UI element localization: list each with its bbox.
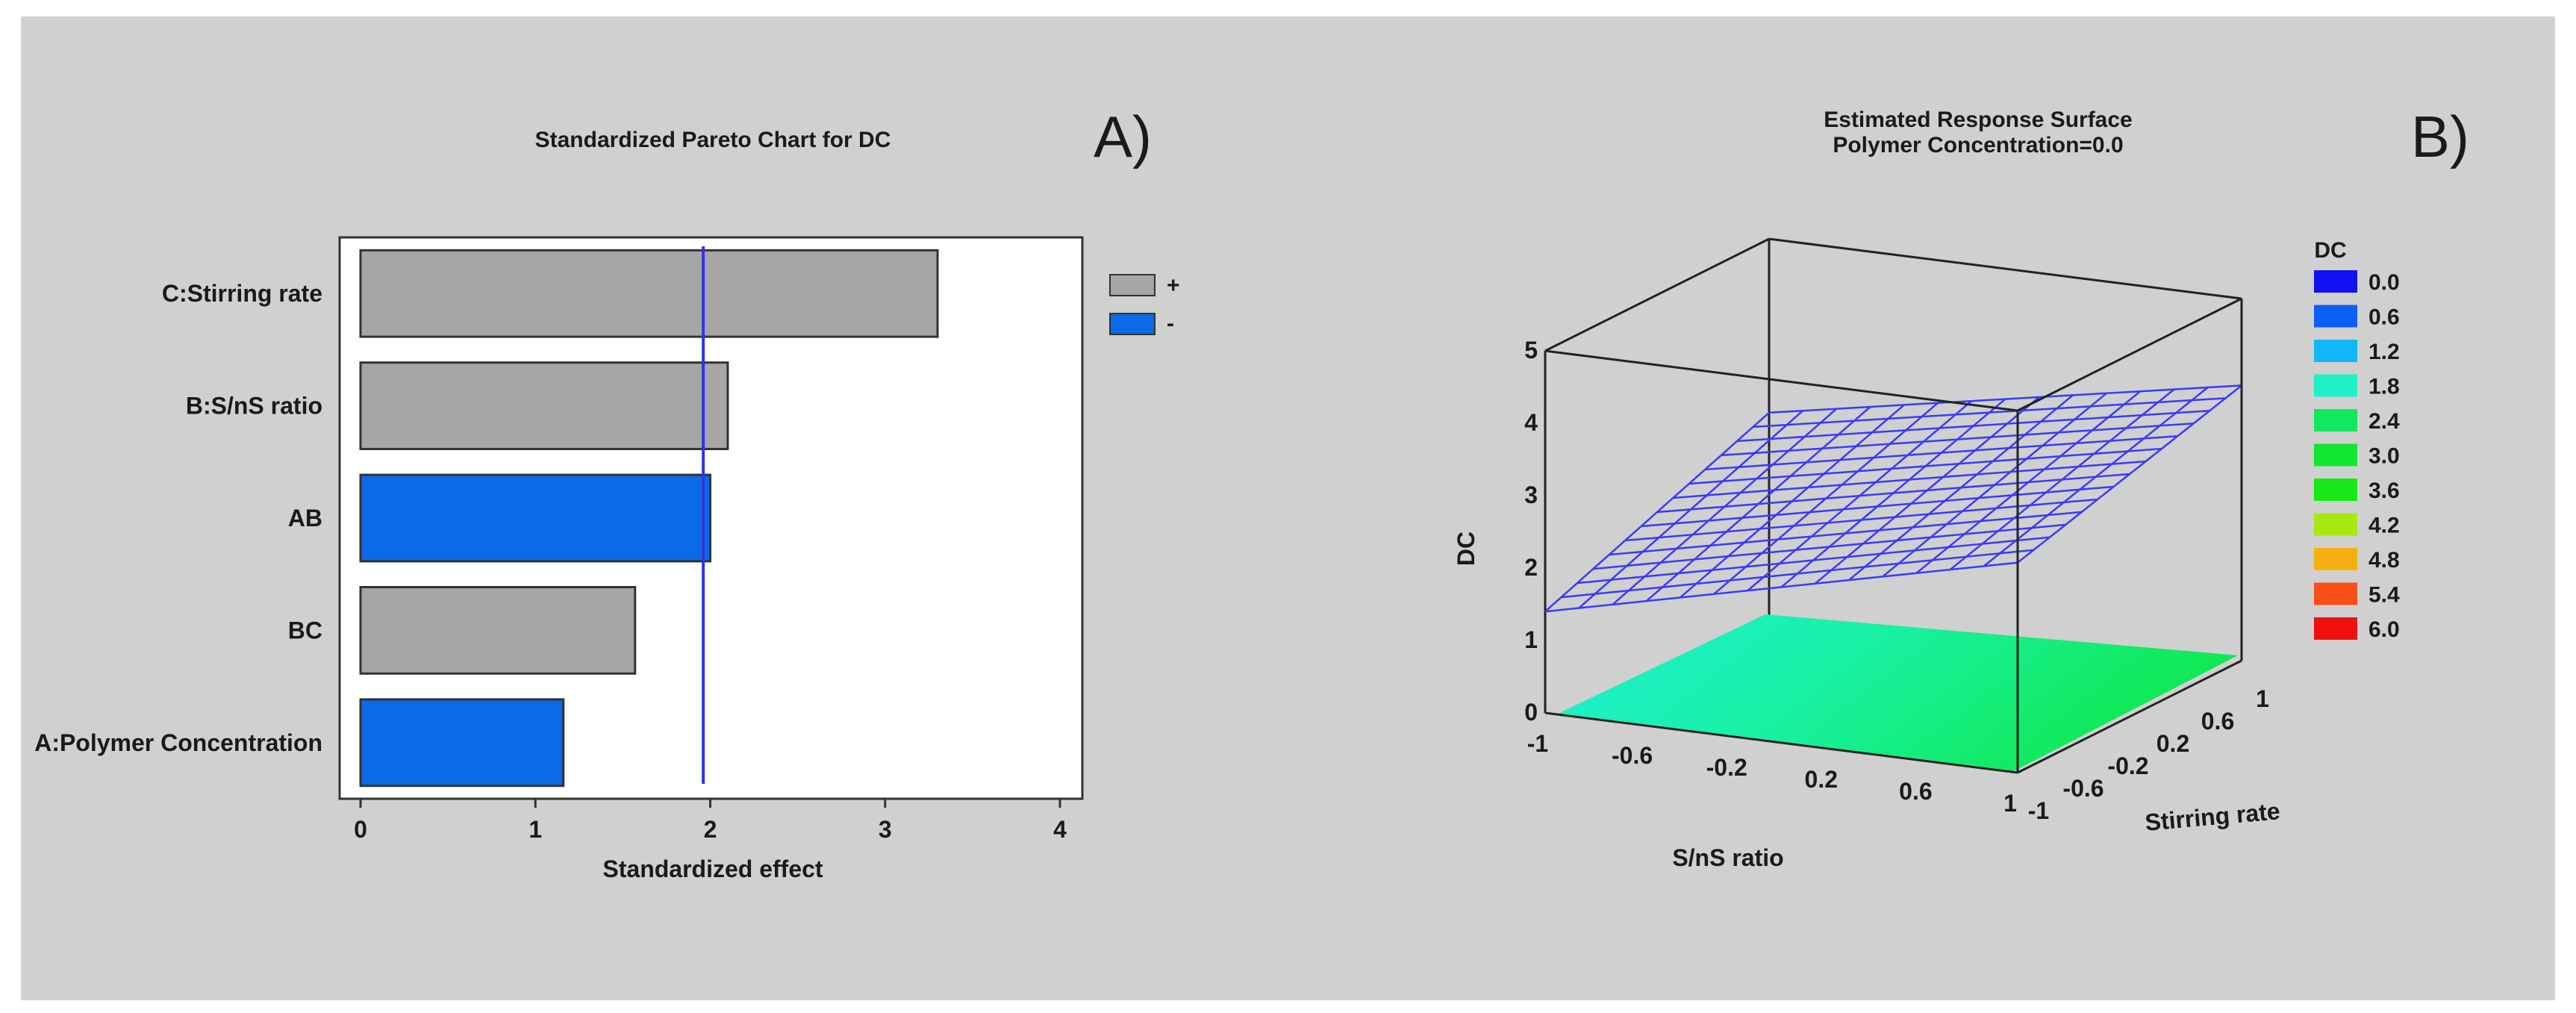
- mesh-line: [1721, 423, 2194, 457]
- pareto-category-label: AB: [288, 505, 322, 532]
- mesh-line: [1983, 387, 2209, 567]
- mesh-line: [1848, 394, 2074, 582]
- surface-x-tick-label: 1: [2003, 790, 2017, 817]
- surface-legend-swatch: [2314, 409, 2357, 431]
- mesh-line: [1656, 473, 2130, 514]
- surface-legend-label: 5.4: [2368, 583, 2400, 608]
- surface-floor-contour: [1556, 614, 2238, 771]
- pareto-xlabel: Standardized effect: [602, 855, 823, 882]
- pareto-bar: [359, 585, 637, 675]
- legend-label-negative: -: [1167, 311, 1174, 336]
- pareto-category-label: BC: [288, 617, 322, 643]
- surface-x-tick-label: 0.2: [1805, 766, 1838, 793]
- pareto-legend: + -: [1109, 273, 1180, 336]
- surface-title: Estimated Response Surface: [1824, 107, 2132, 132]
- surface-legend-label: 4.8: [2368, 548, 2400, 573]
- surface-xlabel: S/nS ratio: [1672, 844, 1783, 871]
- surface-y-tick-label: 1: [2256, 685, 2269, 712]
- surface-y-tick-label: -1: [2028, 797, 2049, 824]
- surface-legend-swatch: [2314, 617, 2357, 640]
- surface-legend-label: 3.6: [2368, 479, 2400, 503]
- surface-x-tick-label: 0.6: [1899, 778, 1932, 805]
- surface-box-front: [1544, 297, 2243, 774]
- mesh-line: [1915, 390, 2142, 574]
- mesh-line: [1814, 396, 2040, 585]
- mesh-line: [1737, 410, 2210, 443]
- pareto-tick-label: 4: [1053, 816, 1067, 843]
- surface-x-tick-label: -0.6: [1612, 742, 1653, 769]
- pareto-bar: [359, 249, 939, 338]
- legend-label-positive: +: [1167, 273, 1180, 298]
- surface-x-tick-label: -0.2: [1706, 754, 1747, 781]
- legend-swatch-positive: [1109, 274, 1156, 296]
- mesh-line: [1673, 460, 2146, 499]
- surface-legend-label: 3.0: [2368, 444, 2400, 469]
- mesh-line: [1949, 388, 2175, 571]
- pareto-tick-label: 0: [354, 816, 367, 843]
- surface-x-tick-label: -1: [1527, 730, 1548, 757]
- pareto-bar: [359, 473, 711, 563]
- surface-legend-title: DC: [2314, 238, 2346, 263]
- mesh-line: [1768, 384, 2242, 414]
- mesh-line: [1882, 392, 2107, 578]
- panel-label-a: A): [1094, 104, 1152, 169]
- surface-legend-label: 4.2: [2368, 514, 2400, 538]
- surface-y-tick-label: -0.6: [2062, 775, 2103, 802]
- pareto-tick-label: 2: [704, 816, 717, 843]
- surface-z-tick-label: 3: [1524, 481, 1538, 508]
- mesh-line: [2017, 384, 2242, 564]
- surface-legend-swatch: [2314, 513, 2357, 536]
- pareto-category-label: C:Stirring rate: [162, 280, 322, 307]
- mesh-line: [1688, 447, 2162, 485]
- surface-legend-label: 0.6: [2368, 305, 2400, 330]
- surface-legend-swatch: [2314, 548, 2357, 570]
- surface-z-tick-label: 5: [1524, 337, 1538, 364]
- surface-box-back: [1544, 237, 2242, 713]
- pareto-tick-label: 3: [879, 816, 892, 843]
- surface-legend-label: 1.2: [2368, 340, 2400, 364]
- mesh-line: [1705, 434, 2178, 471]
- surface-subtitle: Polymer Concentration=0.0: [1833, 133, 2123, 158]
- surface-legend-label: 6.0: [2368, 617, 2400, 642]
- surface-mesh: [1544, 384, 2242, 613]
- surface-legend-label: 1.8: [2368, 375, 2400, 399]
- surface-legend-swatch: [2314, 443, 2357, 467]
- pareto-category-label: A:Polymer Concentration: [34, 729, 322, 756]
- surface-ylabel: Stirring rate: [2144, 797, 2281, 836]
- surface-legend-swatch: [2314, 305, 2357, 328]
- pareto-title: Standardized Pareto Chart for DC: [535, 128, 891, 152]
- pareto-tick-label: 1: [528, 816, 542, 843]
- legend-swatch-negative: [1109, 313, 1156, 335]
- pareto-bar: [359, 698, 565, 788]
- surface-z-tick-label: 1: [1524, 626, 1538, 653]
- panel-label-b: B): [2411, 104, 2469, 169]
- surface-legend-swatch: [2314, 340, 2357, 362]
- pareto-category-label: B:S/nS ratio: [186, 393, 322, 420]
- surface-y-tick-label: 0.2: [2156, 730, 2189, 757]
- surface-z-tick-label: 0: [1524, 699, 1538, 726]
- surface-legend-swatch: [2314, 582, 2357, 605]
- surface-legend-label: 2.4: [2368, 409, 2400, 434]
- surface-legend-swatch: [2314, 374, 2357, 397]
- surface-z-tick-label: 4: [1524, 409, 1538, 436]
- surface-legend-label: 0.0: [2368, 270, 2400, 295]
- surface-zlabel: DC: [1453, 532, 1479, 566]
- surface-z-tick-label: 2: [1524, 554, 1538, 581]
- pareto-bar: [359, 361, 729, 451]
- surface-legend-swatch: [2314, 479, 2357, 501]
- surface-y-tick-label: 0.6: [2201, 708, 2234, 735]
- surface-y-tick-label: -0.2: [2107, 752, 2148, 779]
- surface-legend-swatch: [2314, 270, 2357, 293]
- mesh-line: [1753, 397, 2226, 428]
